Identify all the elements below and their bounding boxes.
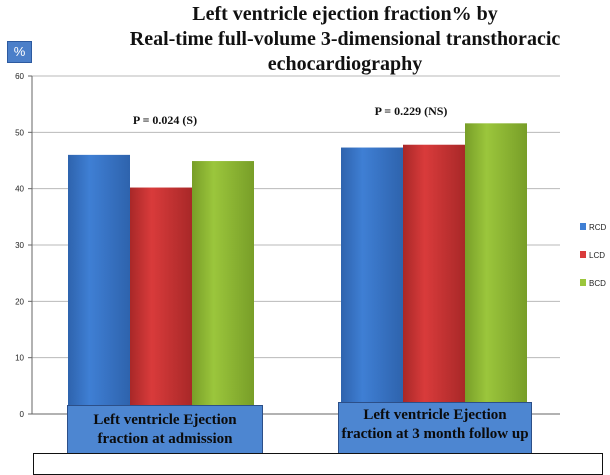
bar-lcd-admission [130,187,192,414]
y-tick-label: 30 [15,241,24,250]
bar-bcd-admission [192,161,254,414]
y-tick-label: 60 [15,72,24,81]
legend: RCD LCD BCD [580,223,607,288]
bars [68,123,527,414]
y-tick-label: 10 [15,354,24,363]
bar-rcd-followup [341,147,403,414]
bar-bcd-followup [465,123,527,414]
y-tick-label: 50 [15,128,24,137]
legend-swatch-lcd [580,251,586,258]
p-value-followup: P = 0.229 (NS) [375,104,448,118]
caption-box [33,453,603,475]
legend-swatch-bcd [580,279,586,286]
bar-lcd-followup [403,144,465,414]
chart-title-line-1: Left ventricle ejection fraction% by [192,3,498,25]
legend-label-rcd: RCD [589,223,607,232]
legend-swatch-rcd [580,223,586,230]
legend-label-bcd: BCD [589,279,606,288]
p-value-admission: P = 0.024 (S) [133,113,197,127]
y-tick-label: 0 [20,410,25,419]
legend-label-lcd: LCD [589,251,605,260]
y-tick-label: 40 [15,185,24,194]
chart-title-line-2: Real-time full-volume 3-dimensional tran… [129,28,561,50]
y-tick-label: 20 [15,297,24,306]
annotations: P = 0.024 (S) P = 0.229 (NS) [133,104,448,127]
bar-rcd-admission [68,154,130,414]
category-label-admission: Left ventricle Ejection fraction at admi… [67,405,263,457]
chart-title: Left ventricle ejection fraction% by Rea… [95,2,595,77]
y-tick-labels: 0 10 20 30 40 50 60 [15,72,24,419]
y-unit-label: % [7,41,32,63]
chart-title-line-3: echocardiography [267,53,423,75]
